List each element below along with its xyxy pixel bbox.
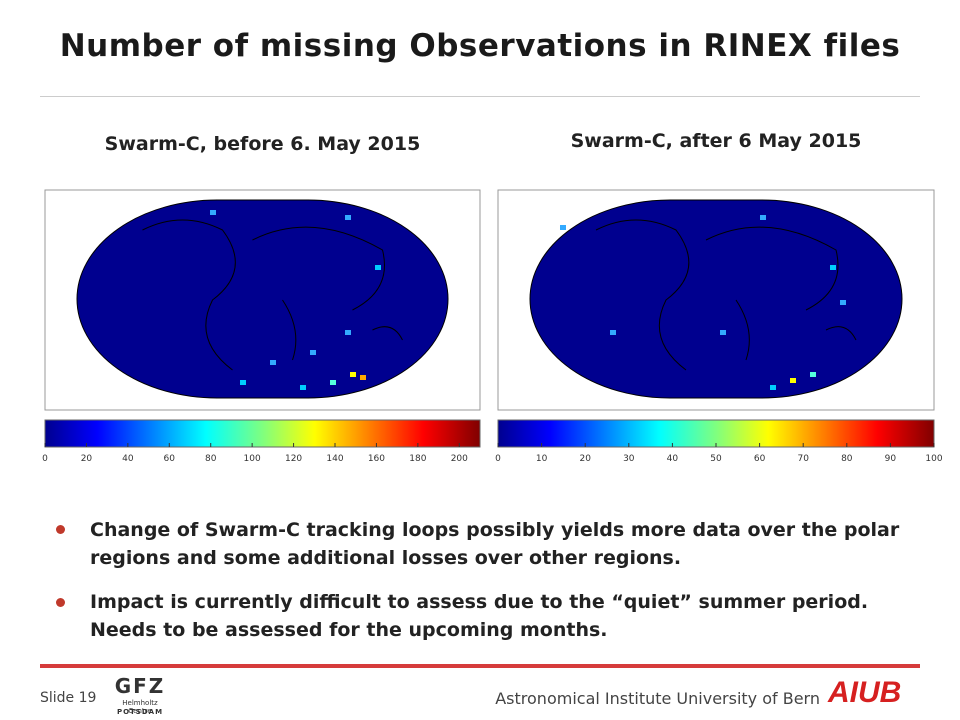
map-cell: [770, 385, 776, 390]
title-rule: [40, 96, 920, 97]
gfz-sub: Helmholtz Centre: [122, 699, 158, 715]
gfz-sub: POTSDAM: [116, 708, 164, 716]
colorbar-tick-label: 50: [710, 454, 722, 464]
map-cell: [270, 360, 276, 365]
colorbar-tick-label: 10: [536, 454, 548, 464]
map-globe: [529, 199, 903, 399]
colorbar-tick-label: 200: [451, 454, 468, 464]
map-cell: [350, 372, 356, 377]
colorbar-tick-label: 30: [623, 454, 635, 464]
colorbar-tick-label: 100: [925, 454, 942, 464]
institute: Astronomical Institute University of Ber…: [495, 689, 820, 708]
map-cell: [310, 350, 316, 355]
coastline: [595, 219, 857, 371]
aiub-logo: AIUB: [828, 676, 902, 709]
bullet-dot: [56, 598, 65, 607]
gfz-logo: GFZ: [114, 674, 166, 698]
map-cell: [790, 378, 796, 383]
colorbar-tick-label: 20: [81, 454, 93, 464]
map-cell: [830, 265, 836, 270]
colorbar-tick-label: 180: [409, 454, 426, 464]
colorbar-tick-label: 100: [244, 454, 261, 464]
colorbar-tick-label: 40: [122, 454, 134, 464]
colorbar-tick-label: 70: [797, 454, 809, 464]
colorbar-tick-label: 60: [164, 454, 176, 464]
colorbar-tick-label: 0: [42, 454, 48, 464]
map-cell: [360, 375, 366, 380]
colorbar-tick-label: 0: [495, 454, 501, 464]
coastline: [142, 219, 403, 371]
panel-title: Swarm-C, after 6 May 2015: [570, 130, 862, 152]
map-cell: [345, 215, 351, 220]
colorbar-tick-label: 80: [841, 454, 853, 464]
map-cell: [840, 300, 846, 305]
colorbar-tick-label: 80: [205, 454, 217, 464]
map-cell: [720, 330, 726, 335]
map-cell: [300, 385, 306, 390]
colorbar-tick-label: 40: [667, 454, 679, 464]
map-cell: [810, 372, 816, 377]
map-cell: [345, 330, 351, 335]
maps: 0 20 40 60 80 100 120 140 160 180 200 0 10 20 30 40 50 60…: [42, 189, 943, 464]
colorbar-tick-label: 90: [885, 454, 897, 464]
map-cell: [760, 215, 766, 220]
footer-rule: [40, 664, 920, 668]
bullet-text: Change of Swarm-C tracking loops possibl…: [90, 519, 900, 569]
map-cell: [560, 225, 566, 230]
map-cell: [330, 380, 336, 385]
bullet-dot: [56, 525, 65, 534]
colorbar-tick-label: 160: [368, 454, 385, 464]
colorbar-tick-label: 140: [326, 454, 343, 464]
map-cell: [240, 380, 246, 385]
bullet-text: Impact is currently difficult to assess …: [90, 591, 869, 641]
map-cell: [210, 210, 216, 215]
colorbar-tick-label: 20: [579, 454, 591, 464]
slide-number: Slide 19: [40, 690, 97, 706]
map-cell: [610, 330, 616, 335]
colorbar-tick-label: 120: [285, 454, 302, 464]
colorbar-tick-label: 60: [754, 454, 766, 464]
colorbar: [44, 419, 481, 448]
colorbar: [497, 419, 935, 448]
map-globe: [76, 199, 449, 399]
map-cell: [375, 265, 381, 270]
panel-title: Swarm-C, before 6. May 2015: [104, 133, 421, 155]
slide-title: Number of missing Observations in RINEX …: [59, 28, 901, 64]
